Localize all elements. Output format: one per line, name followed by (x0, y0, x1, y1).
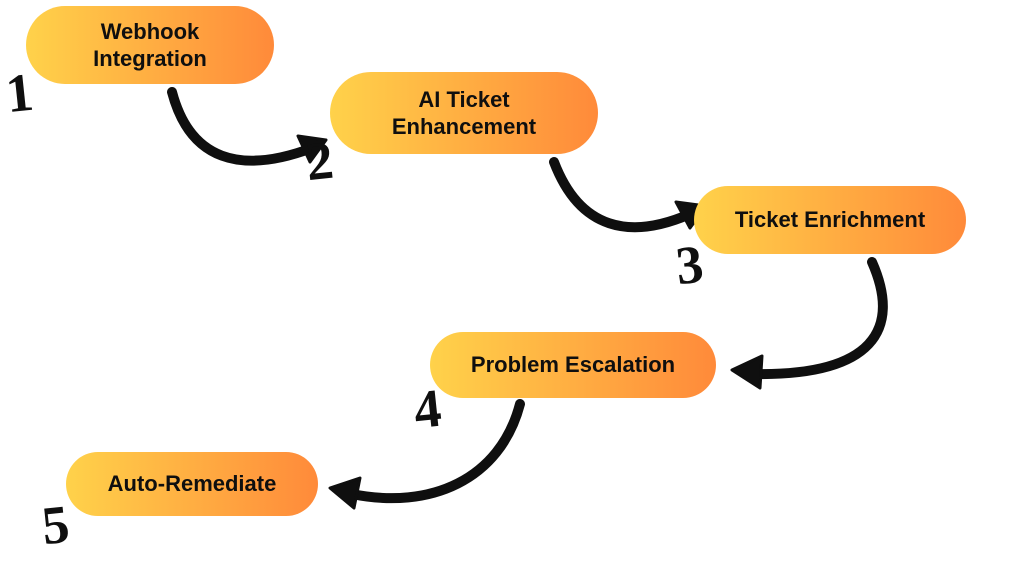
flowchart-canvas: WebhookIntegration 1 AI TicketEnhancement 2… (0, 0, 1024, 576)
flow-node-label: Problem Escalation (471, 351, 675, 379)
flow-node-n4: Problem Escalation (430, 332, 716, 398)
flow-node-number-n2: 2 (303, 129, 335, 193)
flow-edge-arrowhead-3 (732, 356, 762, 388)
flow-node-n2: AI TicketEnhancement (330, 72, 598, 154)
flow-node-n3: Ticket Enrichment (694, 186, 966, 254)
flow-node-label: WebhookIntegration (93, 18, 207, 73)
flow-node-label: Ticket Enrichment (735, 206, 925, 234)
flow-node-number-n5: 5 (39, 493, 71, 557)
flow-node-n5: Auto-Remediate (66, 452, 318, 516)
flow-node-n1: WebhookIntegration (26, 6, 274, 84)
flow-edge-1 (172, 92, 312, 161)
flow-node-number-n1: 1 (3, 61, 35, 125)
flow-edge-2 (554, 162, 690, 227)
flow-edge-3 (754, 262, 883, 374)
flow-node-label: Auto-Remediate (108, 470, 277, 498)
flow-node-number-n3: 3 (673, 233, 705, 297)
flow-edge-arrowhead-4 (330, 478, 360, 508)
flow-node-label: AI TicketEnhancement (392, 86, 536, 141)
